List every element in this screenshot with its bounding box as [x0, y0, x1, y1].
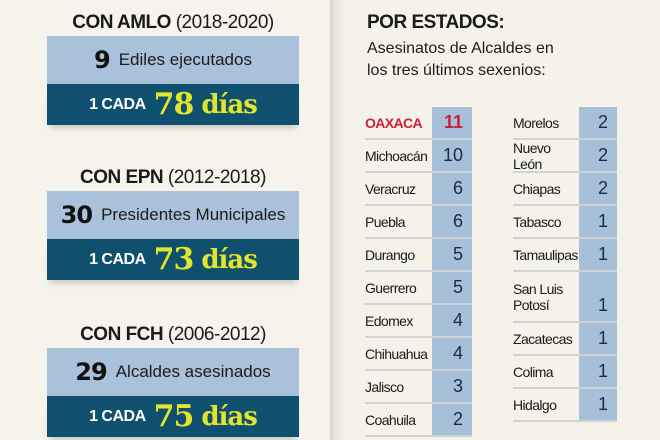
state-count: 10: [432, 140, 472, 171]
state-count: 11: [432, 107, 472, 138]
state-name: Puebla: [365, 213, 406, 230]
state-row: Morelos 2: [513, 107, 617, 140]
state-count: 1: [579, 389, 617, 420]
count-label: Ediles ejecutados: [118, 50, 252, 69]
state-row: Zacatecas 1: [513, 323, 617, 356]
panel-divider: [330, 0, 344, 440]
states-subtitle-line1: Asesinatos de Alcaldes en: [367, 40, 554, 57]
state-row: Hidalgo 1: [513, 389, 617, 422]
rate-value: 78: [153, 86, 195, 122]
state-count: 1: [579, 272, 617, 321]
state-name: Morelos: [513, 114, 559, 131]
period-president: CON AMLO: [72, 12, 171, 33]
state-name: Tabasco: [513, 213, 562, 230]
state-row: Durango 5: [365, 239, 472, 272]
state-name: Zacatecas: [513, 330, 573, 347]
state-name: Colima: [513, 363, 554, 380]
period-epn: CON EPN (2012-2018) 30 Presidentes Munic…: [47, 165, 299, 280]
state-row: Chihuahua 4: [365, 338, 472, 371]
period-years: (2018-2020): [175, 12, 275, 33]
period-title: CON EPN (2012-2018): [47, 165, 299, 191]
state-name: Nuevo León: [513, 139, 551, 172]
rate-prefix: 1 CADA: [89, 95, 146, 113]
state-name: Edomex: [365, 312, 413, 329]
state-count: 5: [432, 239, 472, 270]
state-name: Tamaulipas: [513, 246, 578, 263]
state-count: 4: [432, 305, 472, 336]
state-count: 6: [432, 173, 472, 204]
period-years: (2006-2012): [167, 324, 267, 345]
rate-value: 75: [153, 398, 195, 434]
states-title: POR ESTADOS:: [367, 12, 505, 33]
states-subtitle-line2: los tres últimos sexenios:: [367, 62, 546, 79]
state-count: 2: [579, 140, 617, 171]
rate-unit: días: [201, 89, 258, 120]
state-row: Veracruz 6: [365, 173, 472, 206]
rate-box: 1 CADA 78 días: [47, 84, 299, 125]
state-row: Puebla 6: [365, 206, 472, 239]
count-box: 9 Ediles ejecutados: [47, 36, 299, 84]
state-name: Coahuila: [365, 411, 416, 428]
state-count: 1: [579, 323, 617, 354]
period-amlo: CON AMLO (2018-2020) 9 Ediles ejecutados…: [47, 10, 299, 125]
count-box: 30 Presidentes Municipales: [47, 191, 299, 239]
states-column-2: Morelos 2 Nuevo León 2 Chiapas 2 Tabasco 1 Tamau…: [513, 107, 617, 422]
rate-box: 1 CADA 73 días: [47, 239, 299, 280]
period-president: CON EPN: [80, 167, 164, 188]
rate-prefix: 1 CADA: [89, 407, 146, 425]
state-row: Jalisco 3: [365, 371, 472, 404]
state-count: 2: [579, 173, 617, 204]
state-count: 1: [579, 206, 617, 237]
state-count: 5: [432, 272, 472, 303]
state-name: Michoacán: [365, 147, 428, 164]
period-years: (2012-2018): [167, 167, 267, 188]
state-count: 4: [432, 338, 472, 369]
state-count: 1: [579, 239, 617, 270]
state-name: Durango: [365, 246, 415, 263]
state-count: 3: [432, 371, 472, 402]
period-title: CON FCH (2006-2012): [47, 322, 299, 348]
states-column-1: OAXACA 11 Michoacán 10 Veracruz 6 Puebla 6 Duran…: [365, 107, 472, 437]
state-row: Chiapas 2: [513, 173, 617, 206]
rate-unit: días: [201, 244, 258, 275]
state-row: OAXACA 11: [365, 107, 472, 140]
rate-value: 73: [153, 241, 195, 277]
period-fch: CON FCH (2006-2012) 29 Alcaldes asesinad…: [47, 322, 299, 437]
state-row: Michoacán 10: [365, 140, 472, 173]
period-title: CON AMLO (2018-2020): [47, 10, 299, 36]
state-count: 2: [579, 107, 617, 138]
count-number: 9: [94, 46, 111, 74]
state-row: Tamaulipas 1: [513, 239, 617, 272]
state-name: Guerrero: [365, 279, 417, 296]
rate-unit: días: [201, 401, 258, 432]
state-row: Guerrero 5: [365, 272, 472, 305]
state-count: 6: [432, 206, 472, 237]
state-name: San Luis Potosí: [513, 280, 563, 313]
count-number: 30: [60, 201, 93, 229]
state-count: 1: [579, 356, 617, 387]
state-name: OAXACA: [365, 114, 423, 131]
state-row: Nuevo León 2: [513, 140, 617, 173]
state-name: Chihuahua: [365, 345, 428, 362]
count-box: 29 Alcaldes asesinados: [47, 348, 299, 396]
state-name: Veracruz: [365, 180, 416, 197]
period-president: CON FCH: [80, 324, 164, 345]
state-row: Tabasco 1: [513, 206, 617, 239]
rate-prefix: 1 CADA: [89, 250, 146, 268]
count-label: Alcaldes asesinados: [115, 362, 271, 381]
state-count: 2: [432, 404, 472, 435]
count-label: Presidentes Municipales: [101, 205, 286, 224]
state-row: Colima 1: [513, 356, 617, 389]
state-row: Edomex 4: [365, 305, 472, 338]
rate-box: 1 CADA 75 días: [47, 396, 299, 437]
states-subtitle: Asesinatos de Alcaldes en los tres últim…: [367, 38, 647, 82]
state-name: Hidalgo: [513, 396, 557, 413]
state-row: San Luis Potosí 1: [513, 272, 617, 323]
state-name: Jalisco: [365, 378, 404, 395]
left-panel: CON AMLO (2018-2020) 9 Ediles ejecutados…: [47, 10, 299, 437]
count-number: 29: [75, 358, 107, 386]
state-name: Chiapas: [513, 180, 561, 197]
state-row: Coahuila 2: [365, 404, 472, 437]
